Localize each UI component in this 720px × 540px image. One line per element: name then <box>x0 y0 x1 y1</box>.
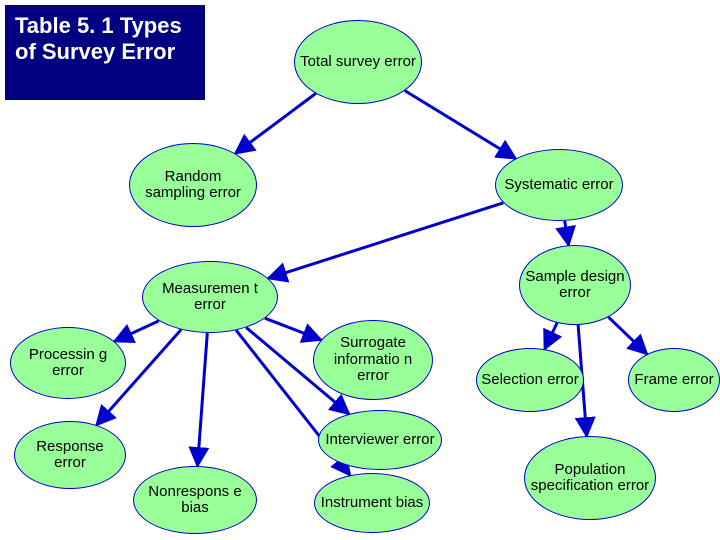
node-label: Interviewer error <box>325 432 434 449</box>
edge-systematic-to-sampledesign <box>565 221 569 245</box>
node-population: Population specification error <box>524 436 656 520</box>
node-surrogate: Surrogate informatio n error <box>313 320 433 400</box>
edge-measurement-to-processing <box>114 321 158 342</box>
title-box: Table 5. 1 Types of Survey Error <box>5 5 205 100</box>
node-processing: Processin g error <box>10 327 126 399</box>
title-text: Table 5. 1 Types of Survey Error <box>15 13 182 64</box>
edge-sampledesign-to-frame <box>608 317 647 354</box>
node-total: Total survey error <box>294 20 422 104</box>
node-label: Random sampling error <box>134 169 252 202</box>
node-label: Measuremen t error <box>147 281 273 314</box>
node-label: Sample design error <box>524 269 626 302</box>
node-label: Selection error <box>481 372 579 389</box>
node-response: Response error <box>14 421 126 489</box>
node-measurement: Measuremen t error <box>142 261 278 333</box>
node-instrument: Instrument bias <box>314 473 430 533</box>
node-label: Processin g error <box>15 347 121 380</box>
node-label: Total survey error <box>300 54 416 71</box>
node-selection: Selection error <box>476 348 584 412</box>
node-label: Response error <box>19 439 121 472</box>
edge-total-to-random <box>235 94 315 154</box>
edge-measurement-to-nonresponse <box>198 333 208 466</box>
node-label: Population specification error <box>529 462 651 495</box>
node-interviewer: Interviewer error <box>318 410 442 470</box>
node-systematic: Systematic error <box>495 149 623 221</box>
diagram-stage: Table 5. 1 Types of Survey Error Total s… <box>0 0 720 540</box>
edge-systematic-to-measurement <box>268 203 503 278</box>
node-random: Random sampling error <box>129 143 257 227</box>
node-label: Surrogate informatio n error <box>318 335 428 385</box>
node-label: Systematic error <box>504 177 613 194</box>
edge-measurement-to-surrogate <box>265 318 321 340</box>
node-frame: Frame error <box>628 348 720 412</box>
node-label: Nonrespons e bias <box>138 484 252 517</box>
node-label: Instrument bias <box>321 495 424 512</box>
node-nonresponse: Nonrespons e bias <box>133 466 257 534</box>
edge-sampledesign-to-selection <box>545 323 558 349</box>
node-label: Frame error <box>634 372 713 389</box>
edge-total-to-systematic <box>405 91 516 159</box>
node-sampledesign: Sample design error <box>519 245 631 325</box>
